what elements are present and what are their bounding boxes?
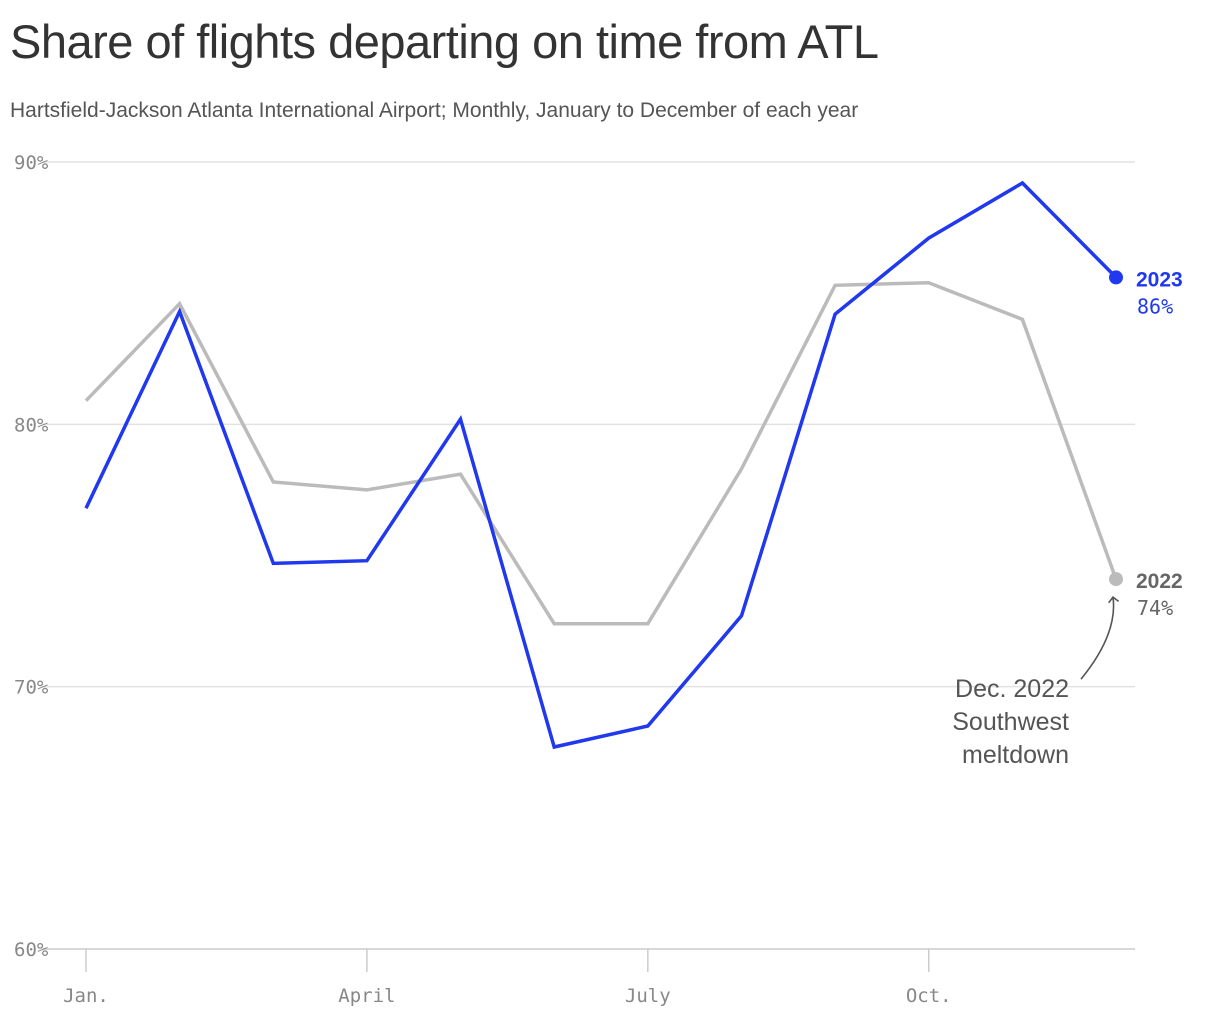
series-name-label: 2023 <box>1136 268 1183 291</box>
y-tick-label: 80% <box>14 414 49 436</box>
annotation-arrow <box>1080 595 1120 680</box>
y-tick-label: 90% <box>14 152 49 174</box>
x-tick-label: July <box>625 985 671 1007</box>
series-value-label: 86% <box>1137 294 1173 318</box>
annotation-line: Dec. 2022 <box>955 675 1069 703</box>
y-tick-label: 70% <box>14 677 49 699</box>
series-value-label: 74% <box>1137 596 1173 620</box>
y-tick-label: 60% <box>14 939 49 961</box>
x-tick-label: Oct. <box>906 985 952 1007</box>
chart-title: Share of flights departing on time from … <box>10 15 879 68</box>
series-name-label: 2022 <box>1136 570 1183 593</box>
series-end-point-2022 <box>1109 572 1123 587</box>
series-line-2022 <box>84 280 1118 626</box>
annotation-line: Southwest <box>952 708 1069 736</box>
series-lines <box>84 180 1123 750</box>
gridlines <box>42 161 1135 950</box>
chart-subtitle: Hartsfield-Jackson Atlanta International… <box>10 99 859 122</box>
series-end-point-2023 <box>1109 270 1123 285</box>
annotation: Dec. 2022 Southwest meltdown <box>952 595 1120 769</box>
annotation-line: meltdown <box>962 741 1069 769</box>
x-tick-label: April <box>338 985 395 1007</box>
x-tick-label: Jan. <box>63 985 109 1007</box>
end-labels: 2022 74% 2023 86% <box>1136 268 1183 620</box>
series-line-2023 <box>84 180 1118 750</box>
axes: 90% 80% 70% 60% Jan. April July Oct. <box>14 152 952 1007</box>
